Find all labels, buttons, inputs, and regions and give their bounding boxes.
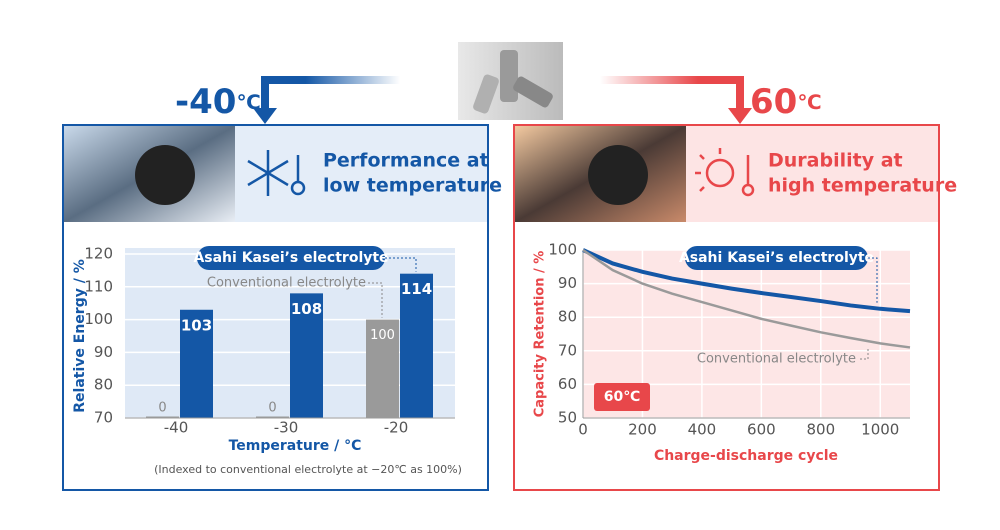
badge-label: 60℃ (604, 389, 640, 405)
leader (868, 257, 878, 303)
temp-value: 60 (750, 82, 797, 122)
x-axis-title: Temperature / °C (229, 438, 362, 454)
data-label: 108 (291, 300, 322, 318)
x-tick-label: -30 (274, 419, 299, 437)
snowflake-icon (247, 150, 306, 196)
arrow-head (253, 108, 277, 124)
temp-unit: ℃ (236, 90, 260, 114)
legend-label: Conventional electrolyte (207, 276, 366, 291)
temp-unit: ℃ (797, 90, 821, 114)
y-tick-label: 70 (558, 341, 577, 359)
arrow (600, 76, 744, 112)
y-tick-label: 90 (558, 274, 577, 292)
x-axis-title: Charge-discharge cycle (654, 448, 838, 464)
x-tick-label: 400 (688, 421, 717, 439)
legend-pill (685, 246, 868, 270)
legend-pill (197, 246, 385, 270)
arrow (261, 76, 400, 112)
leader (385, 257, 417, 272)
bar (256, 416, 289, 418)
y-tick-label: 100 (84, 310, 113, 328)
x-tick-label: 800 (806, 421, 835, 439)
x-tick-label: 200 (628, 421, 657, 439)
tire (588, 145, 648, 205)
data-label: 103 (181, 316, 212, 334)
x-tick-label: -20 (384, 419, 409, 437)
temp-value: -40 (175, 82, 236, 122)
y-tick-label: 70 (94, 409, 113, 427)
data-label: 0 (158, 401, 166, 416)
tire (135, 145, 195, 205)
bar (400, 273, 433, 418)
x-tick-label: 0 (578, 421, 588, 439)
legend-label: Conventional electrolyte (697, 352, 856, 367)
line (582, 248, 911, 349)
y-tick-label: 60 (558, 375, 577, 393)
temp-label: -40℃ (175, 82, 261, 122)
data-label: 114 (401, 280, 432, 298)
sun-icon (695, 148, 755, 197)
panel-title: Durability at (768, 150, 903, 172)
data-label: 100 (370, 328, 395, 343)
battery (500, 50, 518, 102)
y-tick-label: 80 (94, 376, 113, 394)
y-tick-label: 50 (558, 409, 577, 427)
line (582, 248, 911, 314)
x-tick-label: -40 (164, 419, 189, 437)
leader (860, 347, 869, 360)
y-axis-title: Relative Energy / % (72, 259, 88, 412)
temp-label: 60℃ (750, 82, 822, 122)
leader (368, 282, 383, 318)
bar (366, 319, 399, 418)
note: (Indexed to conventional electrolyte at … (154, 463, 462, 476)
data-label: 0 (268, 401, 276, 416)
panel-title: high temperature (768, 175, 957, 197)
x-tick-label: 1000 (861, 421, 899, 439)
panel-title: low temperature (323, 175, 502, 197)
battery (473, 74, 499, 114)
arrow-head (728, 108, 752, 124)
y-tick-label: 120 (84, 245, 113, 263)
bar (146, 416, 179, 418)
panel-title: Performance at (323, 150, 489, 172)
y-tick-label: 100 (548, 241, 577, 259)
legend-label: Asahi Kasei’s electrolyte (193, 250, 388, 266)
badge (594, 383, 650, 411)
y-tick-label: 80 (558, 308, 577, 326)
y-tick-label: 90 (94, 343, 113, 361)
bar (180, 309, 213, 418)
battery (513, 76, 553, 108)
x-tick-label: 600 (747, 421, 776, 439)
legend-label: Asahi Kasei’s electrolyte (679, 250, 874, 266)
y-tick-label: 110 (84, 277, 113, 295)
y-axis-title: Capacity Retention / % (533, 251, 548, 418)
bar (290, 293, 323, 418)
